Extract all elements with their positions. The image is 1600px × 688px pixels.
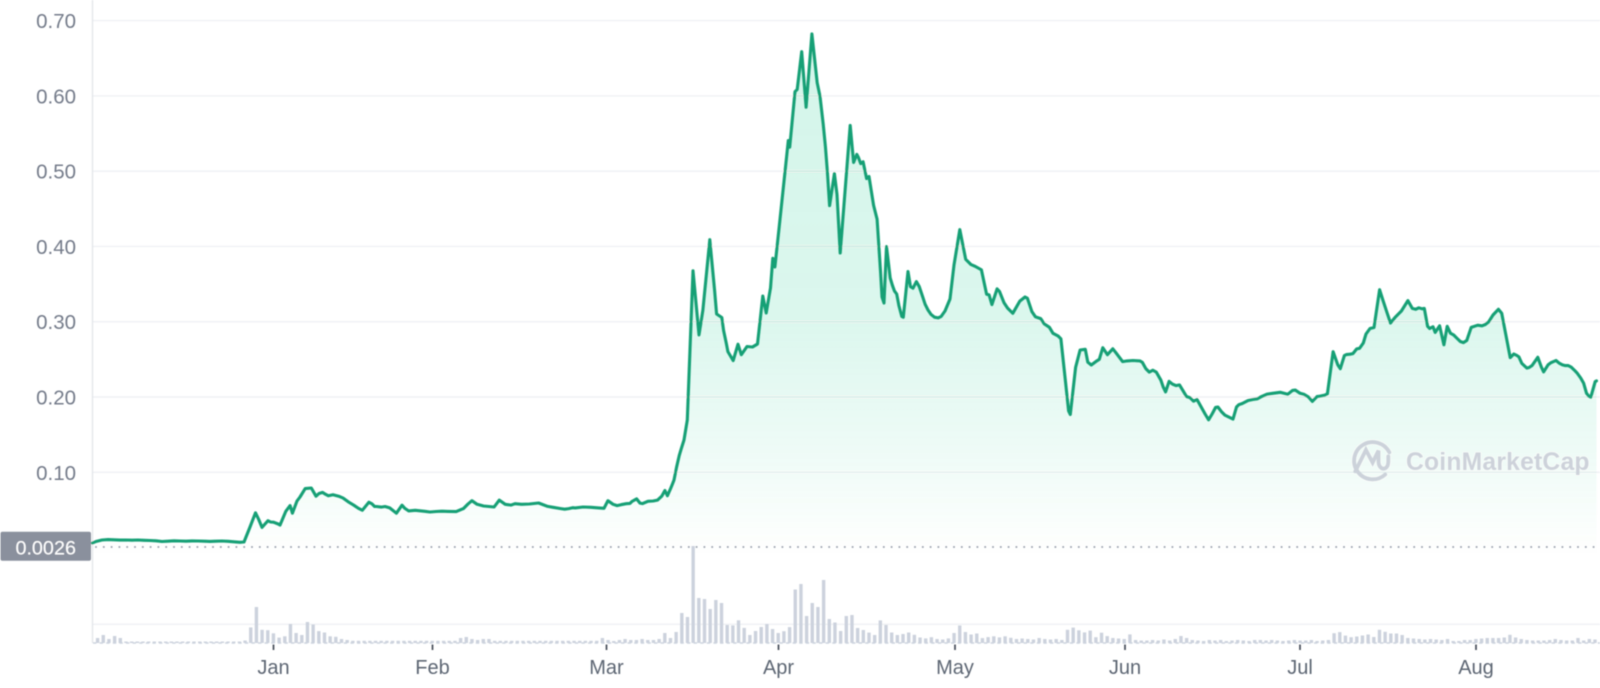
svg-text:0.70: 0.70 xyxy=(36,10,76,33)
svg-text:Jun: Jun xyxy=(1109,657,1141,679)
svg-text:0.10: 0.10 xyxy=(36,462,76,485)
svg-text:0.30: 0.30 xyxy=(36,311,76,334)
svg-text:Apr: Apr xyxy=(763,657,794,679)
svg-text:0.40: 0.40 xyxy=(36,236,76,259)
svg-text:May: May xyxy=(936,657,974,679)
svg-text:CoinMarketCap: CoinMarketCap xyxy=(1406,449,1590,476)
svg-text:0.20: 0.20 xyxy=(36,387,76,410)
svg-text:Feb: Feb xyxy=(415,657,449,679)
svg-text:0.60: 0.60 xyxy=(36,85,76,108)
svg-text:0.50: 0.50 xyxy=(36,161,76,184)
svg-text:Mar: Mar xyxy=(589,657,624,679)
svg-text:Aug: Aug xyxy=(1458,657,1494,679)
svg-text:Jul: Jul xyxy=(1287,657,1313,679)
svg-text:Jan: Jan xyxy=(257,657,289,679)
svg-text:0.0026: 0.0026 xyxy=(15,537,76,559)
